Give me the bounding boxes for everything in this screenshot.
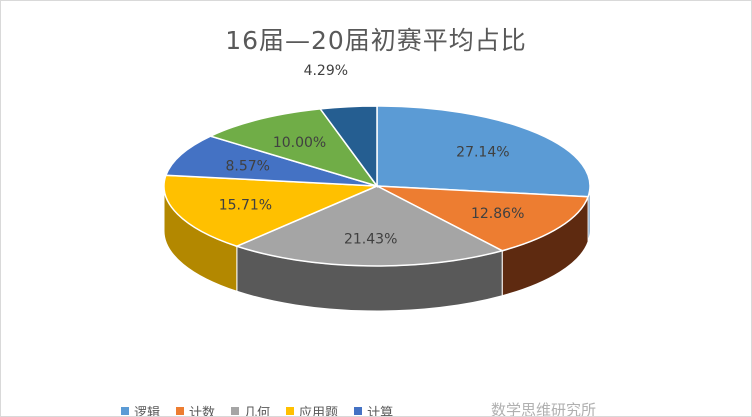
legend-swatch [354,407,363,415]
legend-label: 逻辑 [134,405,161,417]
legend-label: 计算 [367,405,394,417]
slice-value-label: 15.71% [219,198,272,214]
legend-item: 计算 [354,401,394,417]
legend-swatch [286,407,295,415]
pie-tops [163,105,591,267]
legend-item: 计数 [176,401,216,417]
pie-slice [208,108,379,188]
watermark: 数学思维研究所 [491,401,597,417]
slice-value-label: 8.57% [225,158,269,174]
slice-value-label: 21.43% [344,232,397,248]
chart-title: 16届—20届初赛平均占比 [225,26,527,55]
legend-label: 应用题 [299,405,339,417]
legend-swatch [231,407,240,415]
legend-label: 计数 [189,405,216,417]
legend-item: 逻辑 [121,401,161,417]
legend-item: 几何 [231,401,271,417]
pie-slice [318,105,378,189]
legend-swatch [121,407,129,415]
slice-value-label: 27.14% [456,144,509,160]
pie-sides [163,185,591,312]
pie-labels: 27.14% 12.86% 21.43% 15.71% 8.57%10.00% 4.29% [219,63,525,248]
legend-swatch [176,407,185,415]
slice-value-label: 10.00% [273,135,326,151]
pie-slice [376,185,590,252]
legend: 逻辑 计数 几何 应用题 计算 [121,401,394,417]
pie-slice [234,185,505,267]
pie-slice [164,135,378,187]
legend-item: 应用题 [286,401,339,417]
pie-slice [376,105,591,198]
slice-value-label: 12.86% [471,206,524,222]
pie-slice [163,174,378,248]
slice-value-label: 4.29% [304,63,348,79]
legend-label: 几何 [244,405,271,417]
